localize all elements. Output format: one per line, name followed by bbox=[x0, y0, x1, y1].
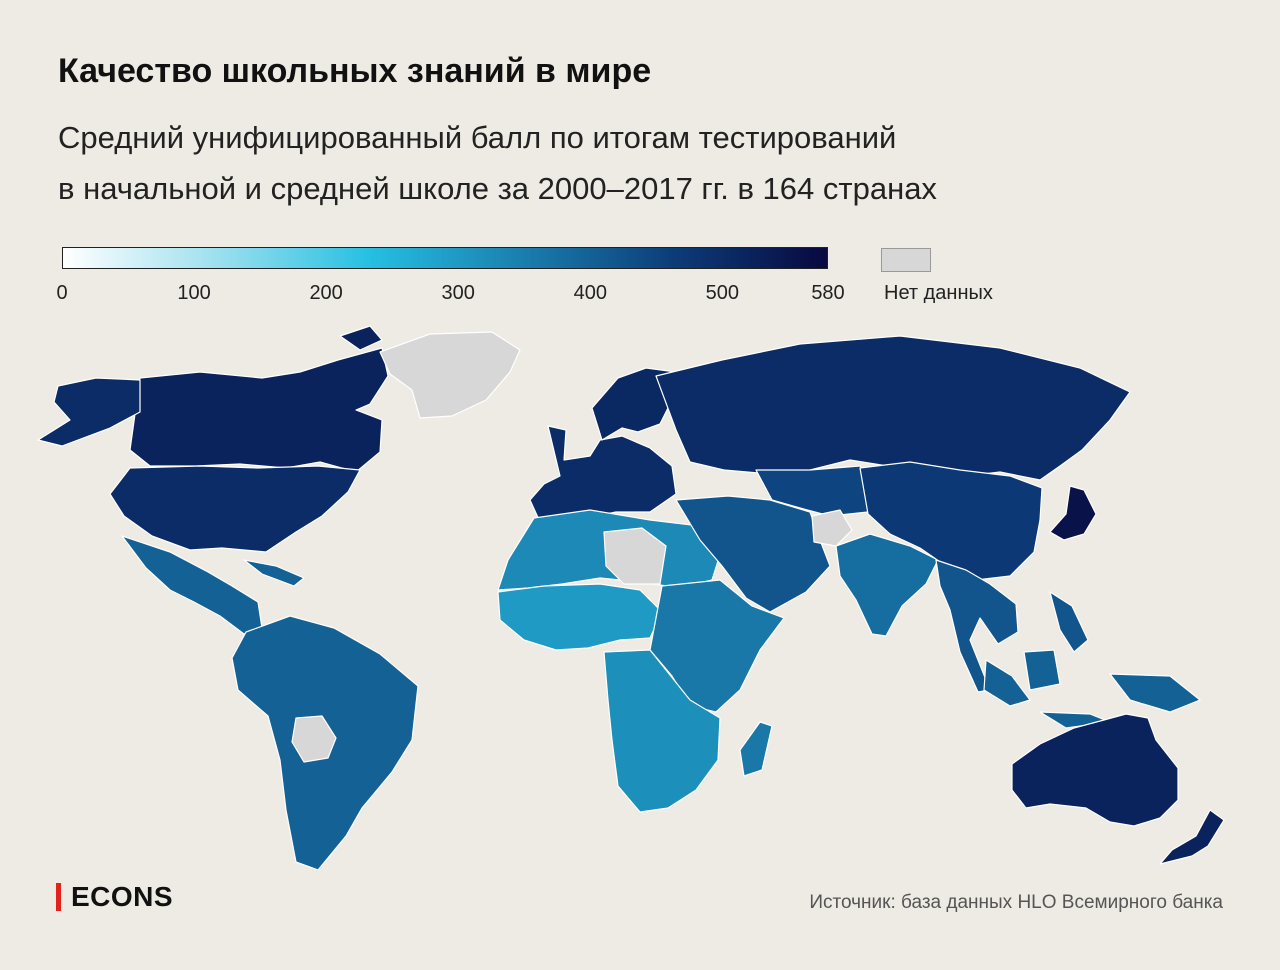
region-afghanistan bbox=[811, 509, 853, 547]
region-indonesia bbox=[983, 649, 1201, 729]
region-united-states bbox=[109, 465, 361, 553]
region-india bbox=[835, 533, 939, 637]
region-west-africa bbox=[497, 583, 663, 651]
legend-tick: 200 bbox=[309, 282, 343, 304]
region-scandinavia bbox=[591, 367, 677, 441]
legend-tick: 500 bbox=[705, 282, 740, 304]
region-southeast-asia bbox=[935, 559, 1089, 693]
logo-red-bar bbox=[56, 883, 61, 911]
map-title: Качество школьных знаний в мире bbox=[58, 52, 652, 90]
region-japan bbox=[1049, 485, 1097, 541]
region-bolivia bbox=[291, 715, 337, 763]
region-east-africa bbox=[649, 579, 785, 713]
region-canada bbox=[129, 325, 389, 473]
region-new-zealand bbox=[1159, 809, 1225, 865]
region-china bbox=[859, 461, 1043, 581]
legend-tick: 100 bbox=[177, 282, 211, 304]
region-southern-africa bbox=[603, 649, 721, 813]
region-madagascar bbox=[739, 721, 773, 777]
subtitle-line-1: Средний унифицированный балл по итогам т… bbox=[58, 120, 897, 155]
source-note: Источник: база данных HLO Всемирного бан… bbox=[809, 892, 1223, 913]
region-middle-east bbox=[675, 495, 831, 613]
region-russia bbox=[655, 335, 1131, 481]
region-alaska bbox=[37, 377, 141, 447]
subtitle-line-2: в начальной и средней школе за 2000–2017… bbox=[58, 171, 937, 206]
region-mexico-central-america bbox=[121, 535, 305, 635]
legend-tick: 0 bbox=[56, 282, 68, 304]
legend-tick: 400 bbox=[573, 282, 607, 304]
econs-logo: ECONS bbox=[56, 881, 173, 913]
no-data-label: Нет данных bbox=[884, 282, 993, 304]
region-greenland bbox=[379, 331, 521, 419]
map-subtitle: Средний унифицированный балл по итогам т… bbox=[58, 112, 1238, 214]
region-libya bbox=[603, 527, 667, 585]
region-western-europe bbox=[529, 425, 677, 525]
logo-text: ECONS bbox=[71, 881, 174, 912]
no-data-swatch bbox=[881, 248, 931, 272]
region-australia bbox=[1011, 713, 1179, 827]
world-map bbox=[37, 325, 1225, 870]
legend-color-scale bbox=[62, 247, 828, 269]
legend-tick: 300 bbox=[441, 282, 475, 304]
legend-tick: 580 bbox=[811, 282, 845, 304]
